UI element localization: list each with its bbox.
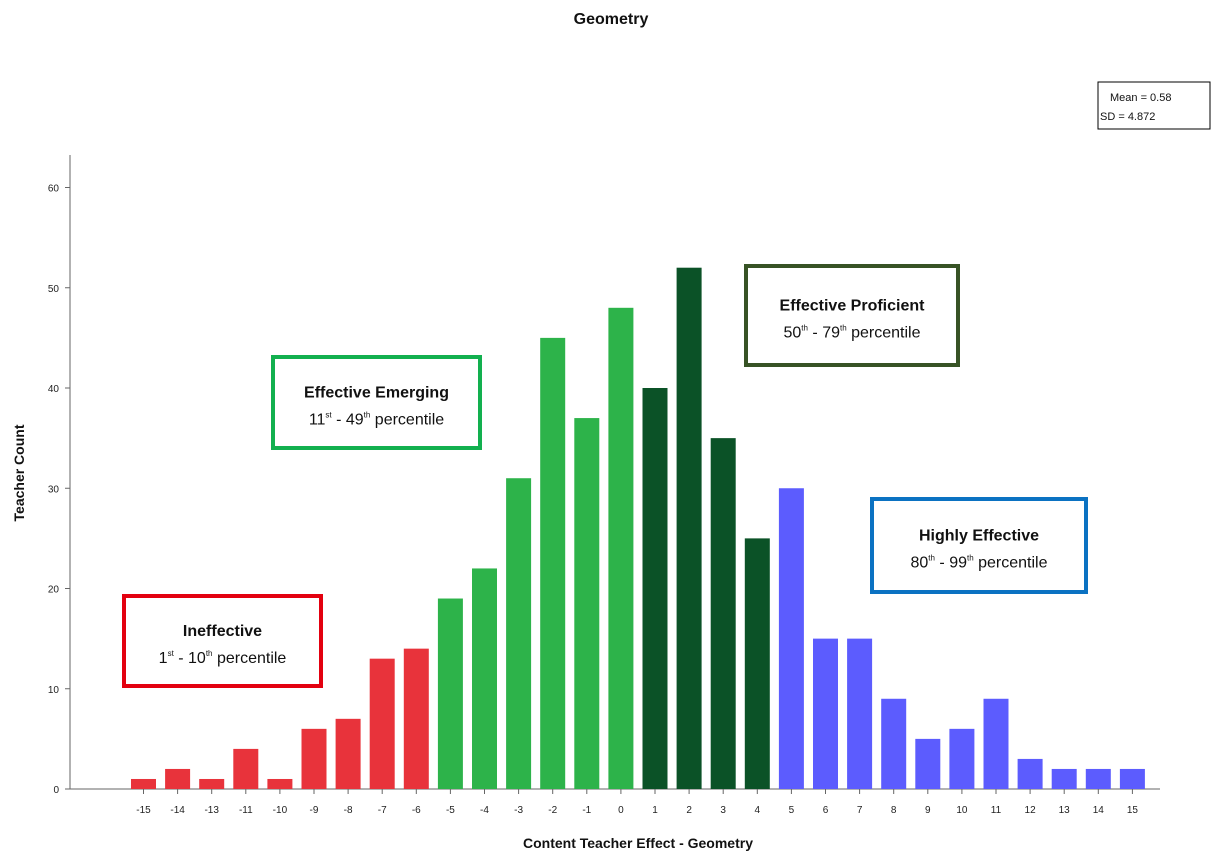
x-tick-label: -5 bbox=[446, 805, 455, 816]
y-tick-label: 60 bbox=[48, 184, 60, 195]
chart-title: Geometry bbox=[574, 11, 649, 28]
x-tick-label: 15 bbox=[1127, 805, 1139, 816]
bar--15 bbox=[131, 778, 156, 789]
bar--1 bbox=[574, 418, 600, 789]
category-box-effective-proficient: Effective Proficient 50th - 79th percenti… bbox=[744, 264, 960, 367]
x-tick-label: 11 bbox=[991, 805, 1002, 816]
bar-3 bbox=[710, 438, 736, 790]
bar-13 bbox=[1051, 768, 1077, 789]
x-tick-label: -13 bbox=[204, 805, 219, 816]
bar-8 bbox=[881, 698, 907, 789]
y-tick-label: 50 bbox=[48, 284, 60, 295]
y-tick-label: 20 bbox=[48, 585, 60, 596]
x-tick-label: -14 bbox=[170, 805, 185, 816]
bar--11 bbox=[233, 748, 259, 789]
stats-box: Mean = 0.58 SD = 4.872 bbox=[1097, 81, 1211, 130]
category-box-frame bbox=[122, 594, 323, 688]
x-tick-label: 4 bbox=[755, 805, 761, 816]
x-tick-label: 9 bbox=[925, 805, 931, 816]
category-boxes: Ineffective 1st - 10th percentile Effectiv… bbox=[122, 264, 1088, 688]
category-box-effective-emerging: Effective Emerging 11st - 49th percentile bbox=[271, 355, 482, 450]
bar--5 bbox=[437, 598, 463, 789]
x-tick-label: -4 bbox=[480, 805, 489, 816]
bar-9 bbox=[915, 738, 941, 790]
y-axis-title: Teacher Count bbox=[11, 424, 27, 521]
bar--6 bbox=[403, 648, 429, 789]
bar-12 bbox=[1017, 758, 1043, 789]
x-axis-title: Content Teacher Effect - Geometry bbox=[523, 835, 753, 851]
bar--13 bbox=[199, 778, 225, 789]
x-tick-label: 6 bbox=[823, 805, 829, 816]
category-box-highly-effective: Highly Effective 80th - 99th percentile bbox=[870, 497, 1088, 594]
bars bbox=[131, 267, 1145, 790]
bar-7 bbox=[847, 638, 873, 790]
bar-4 bbox=[744, 538, 770, 790]
category-percentile-range: 50th - 79th percentile bbox=[784, 324, 921, 342]
category-percentile-range: 11st - 49th percentile bbox=[309, 411, 444, 429]
x-tick-label: -2 bbox=[548, 805, 557, 816]
bar-0 bbox=[608, 307, 634, 789]
y-tick-label: 10 bbox=[48, 685, 60, 696]
bar--7 bbox=[369, 658, 395, 789]
x-tick-label: 5 bbox=[789, 805, 795, 816]
category-box-frame bbox=[271, 355, 482, 450]
x-tick-label: 3 bbox=[720, 805, 726, 816]
bar--10 bbox=[267, 778, 293, 789]
bar-6 bbox=[813, 638, 838, 790]
x-tick-label: -10 bbox=[273, 805, 288, 816]
bar-15 bbox=[1119, 768, 1145, 789]
x-tick-label: 8 bbox=[891, 805, 897, 816]
category-title: Ineffective bbox=[183, 623, 262, 640]
x-tick-labels: -15 -14 -13 -11 -10 -9 -8 -7 -6 -5 -4 -3 -2 -1 0 1 2 3 4 5 6… bbox=[136, 789, 1138, 816]
bar--2 bbox=[540, 337, 566, 790]
stats-mean: Mean = 0.58 bbox=[1110, 92, 1171, 104]
category-box-frame bbox=[870, 497, 1088, 594]
bar-11 bbox=[983, 698, 1009, 789]
bar-1 bbox=[642, 388, 668, 789]
x-tick-label: -8 bbox=[344, 805, 353, 816]
x-tick-label: -15 bbox=[136, 805, 151, 816]
bar-5 bbox=[778, 488, 804, 789]
x-tick-label: 0 bbox=[618, 805, 624, 816]
x-tick-label: -3 bbox=[514, 805, 523, 816]
category-percentile-range: 80th - 99th percentile bbox=[911, 554, 1048, 572]
x-tick-label: 12 bbox=[1025, 805, 1037, 816]
category-percentile-range: 1st - 10th percentile bbox=[159, 649, 287, 667]
y-tick-label: 40 bbox=[48, 384, 60, 395]
stats-box-frame bbox=[1097, 81, 1211, 130]
x-tick-label: -6 bbox=[412, 805, 421, 816]
x-tick-label: 7 bbox=[857, 805, 863, 816]
x-tick-label: -7 bbox=[378, 805, 387, 816]
y-tick-label: 0 bbox=[53, 785, 59, 796]
x-tick-label: 1 bbox=[652, 805, 658, 816]
x-tick-label: 10 bbox=[956, 805, 968, 816]
x-tick-label: 14 bbox=[1093, 805, 1105, 816]
bar-10 bbox=[949, 728, 975, 789]
bar--8 bbox=[335, 718, 361, 789]
y-tick-label: 30 bbox=[48, 484, 60, 495]
stats-sd: SD = 4.872 bbox=[1100, 111, 1155, 123]
category-title: Effective Emerging bbox=[304, 385, 449, 402]
bar--3 bbox=[506, 478, 532, 789]
x-tick-label: 13 bbox=[1059, 805, 1071, 816]
bar--9 bbox=[301, 728, 327, 789]
category-title: Effective Proficient bbox=[780, 298, 926, 315]
category-box-frame bbox=[744, 264, 960, 367]
bar--14 bbox=[165, 768, 191, 789]
x-tick-label: -9 bbox=[310, 805, 319, 816]
x-tick-label: -1 bbox=[582, 805, 591, 816]
bar--4 bbox=[472, 568, 497, 789]
y-tick-labels: 0 10 20 30 40 50 60 bbox=[48, 184, 70, 796]
category-box-ineffective: Ineffective 1st - 10th percentile bbox=[122, 594, 323, 688]
category-title: Highly Effective bbox=[919, 528, 1039, 545]
x-tick-label: 2 bbox=[686, 805, 692, 816]
x-tick-label: -11 bbox=[239, 805, 253, 816]
bar-2 bbox=[676, 267, 702, 789]
bar-14 bbox=[1085, 768, 1111, 789]
